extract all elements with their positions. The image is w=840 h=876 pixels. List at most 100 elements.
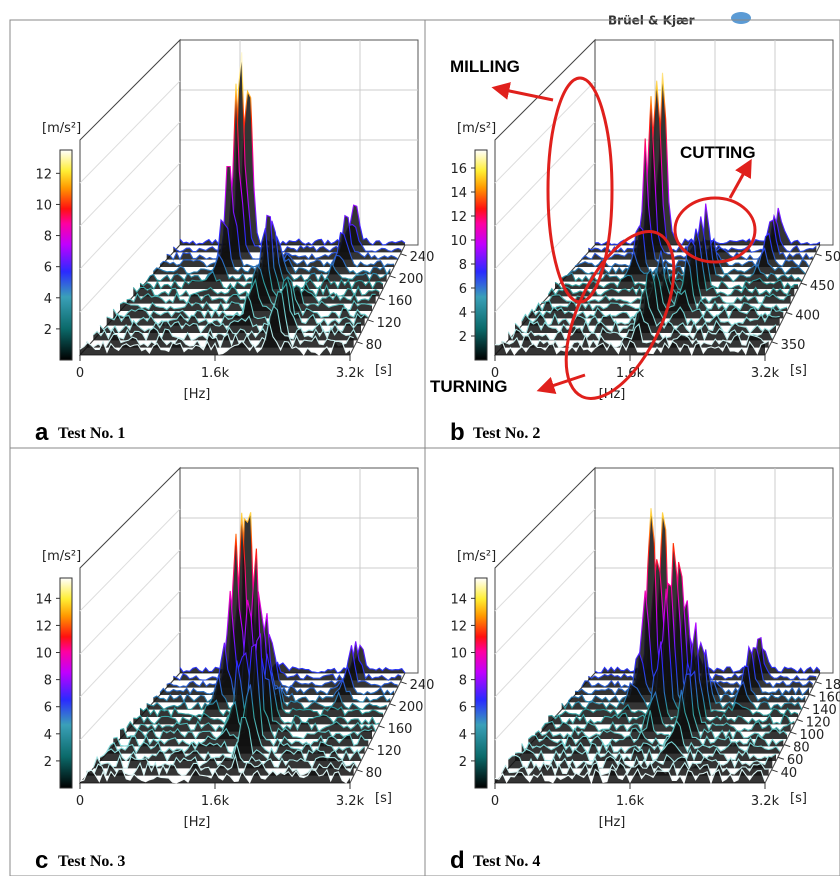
depth-tick bbox=[378, 297, 385, 301]
spectrum-trace bbox=[93, 291, 358, 341]
x-tick-label: 3.2k bbox=[751, 366, 780, 381]
colorbar-tick-label: 6 bbox=[459, 282, 467, 297]
colorbar-tick-label: 8 bbox=[459, 674, 467, 689]
depth-axis-label: [s] bbox=[375, 363, 392, 378]
spectrum-trace bbox=[79, 768, 351, 784]
panel: [m/s²] 2 4 6 8 10 12 14 0 1.6k 3.2k [Hz] 240 200 160 12… bbox=[9, 447, 435, 876]
depth-tick-label: 120 bbox=[377, 744, 402, 759]
x-axis-label: [Hz] bbox=[599, 387, 626, 402]
x-axis-label: [Hz] bbox=[184, 387, 211, 402]
spectrum-trace bbox=[80, 769, 350, 783]
wall-grid bbox=[79, 631, 181, 741]
spectrum-trace bbox=[495, 769, 765, 783]
depth-tick-label: 120 bbox=[806, 716, 831, 731]
wall-grid bbox=[79, 549, 181, 655]
annotation-arrow bbox=[536, 373, 586, 394]
colorbar-tick-label: 12 bbox=[450, 619, 467, 634]
spectrum-trace bbox=[527, 269, 784, 320]
depth-tick-label: 80 bbox=[793, 741, 810, 756]
annotation-arrow bbox=[491, 82, 554, 102]
colorbar-tick-label: 8 bbox=[44, 674, 52, 689]
depth-tick-label: 100 bbox=[799, 728, 824, 743]
depth-tick-label: 400 bbox=[795, 308, 820, 323]
colorbar bbox=[59, 577, 73, 789]
depth-tick bbox=[777, 756, 785, 760]
wall-grid bbox=[494, 80, 596, 184]
depth-axis-label: [s] bbox=[790, 791, 807, 806]
spectrum-trace bbox=[588, 559, 817, 681]
panel-letter: a bbox=[35, 419, 49, 446]
depth-tick bbox=[367, 747, 374, 751]
panel-caption: Test No. 4 bbox=[473, 853, 540, 870]
spectrum-trace bbox=[106, 276, 366, 327]
depth-tick-label: 240 bbox=[410, 250, 435, 265]
spectrum-trace bbox=[494, 767, 766, 785]
colorbar bbox=[474, 149, 488, 361]
colorbar-tick-label: 6 bbox=[44, 701, 52, 716]
spectrum-trace bbox=[179, 89, 406, 246]
spectrum-trace bbox=[527, 689, 784, 748]
x-tick-label: 1.6k bbox=[201, 366, 230, 381]
colorbar bbox=[59, 149, 73, 361]
spectrum-trace bbox=[554, 588, 799, 717]
x-tick-label: 3.2k bbox=[751, 794, 780, 809]
colorbar-tick-label: 8 bbox=[44, 230, 52, 245]
depth-tick bbox=[802, 706, 810, 710]
x-tick-label: 1.6k bbox=[616, 794, 645, 809]
spectrum-trace bbox=[172, 52, 402, 253]
colorbar-tick-label: 4 bbox=[459, 306, 467, 321]
wall-grid bbox=[79, 590, 181, 698]
wall-grid bbox=[79, 203, 181, 313]
spectrum-trace bbox=[106, 684, 365, 754]
depth-tick-label: 40 bbox=[781, 766, 798, 781]
colorbar-tick-label: 14 bbox=[450, 592, 467, 607]
depth-tick bbox=[367, 319, 374, 323]
depth-tick bbox=[786, 311, 793, 315]
depth-tick-label: 160 bbox=[388, 722, 413, 737]
spectrum-trace bbox=[166, 533, 398, 689]
colorbar bbox=[474, 577, 488, 789]
spectrum-trace bbox=[92, 741, 358, 769]
colorbar-tick-label: 2 bbox=[459, 330, 467, 345]
unit-label: [m/s²] bbox=[42, 121, 81, 136]
unit-label: [m/s²] bbox=[457, 121, 496, 136]
colorbar-tick-label: 12 bbox=[450, 210, 467, 225]
depth-tick bbox=[815, 253, 822, 257]
colorbar-tick-label: 14 bbox=[450, 186, 467, 201]
colorbar-tick-label: 10 bbox=[450, 234, 467, 249]
spectrum-trace bbox=[548, 228, 795, 297]
depth-tick-label: 200 bbox=[399, 700, 424, 715]
panel-caption: Test No. 2 bbox=[473, 425, 540, 442]
spectrum-trace bbox=[86, 753, 355, 777]
depth-tick-label: 160 bbox=[388, 294, 413, 309]
x-axis-label: [Hz] bbox=[599, 815, 626, 830]
wall-grid bbox=[79, 508, 181, 612]
spectrum-trace bbox=[86, 305, 354, 349]
depth-tick-label: 80 bbox=[366, 766, 383, 781]
depth-tick-label: 240 bbox=[410, 678, 435, 693]
depth-tick bbox=[790, 731, 797, 735]
spectrum-trace bbox=[507, 308, 773, 342]
wall-grid bbox=[79, 80, 181, 184]
spectrum-trace bbox=[521, 269, 780, 326]
colorbar-tick-label: 8 bbox=[459, 258, 467, 273]
spectrum-trace bbox=[541, 662, 791, 732]
annotation: TURNING bbox=[430, 377, 507, 396]
wall-grid bbox=[494, 631, 596, 741]
spectrum-trace bbox=[548, 622, 795, 725]
colorbar-tick-label: 4 bbox=[459, 728, 467, 743]
spectrum-trace bbox=[535, 250, 787, 311]
wall-grid bbox=[79, 162, 181, 270]
wall-grid bbox=[494, 121, 596, 227]
spectrum-trace bbox=[146, 237, 387, 282]
colorbar-tick-label: 4 bbox=[44, 728, 52, 743]
spectrum-trace bbox=[501, 322, 769, 349]
colorbar-tick-label: 2 bbox=[44, 755, 52, 770]
spectrum-trace bbox=[179, 512, 406, 674]
colorbar-tick-label: 16 bbox=[450, 162, 467, 177]
depth-tick bbox=[389, 275, 396, 279]
annotation-arrow bbox=[728, 158, 752, 199]
panel-frame bbox=[424, 447, 840, 876]
colorbar-tick-label: 10 bbox=[450, 647, 467, 662]
